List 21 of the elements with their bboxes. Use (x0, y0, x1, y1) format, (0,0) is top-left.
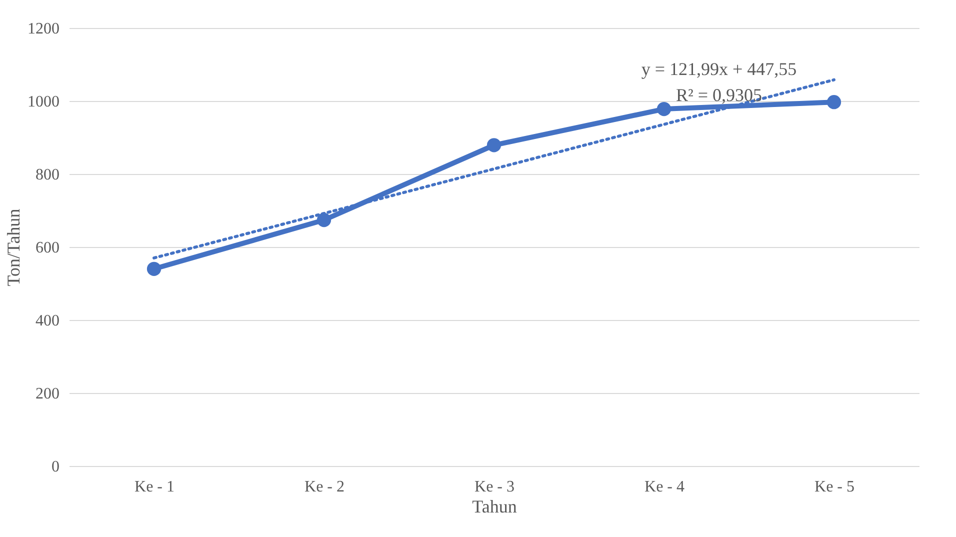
point (316, 212, 332, 228)
point (656, 102, 672, 116)
point (146, 262, 162, 276)
y-tick-label: 1000 (28, 94, 60, 110)
point (826, 95, 842, 110)
x-tick-label: Ke - 1 (134, 478, 174, 496)
x-tick-label: Ke - 2 (304, 478, 344, 496)
y-tick-label: 0 (52, 458, 60, 476)
y-tick-label: 200 (36, 386, 60, 402)
annotation: y = 121,99x + 447,55 (641, 59, 797, 79)
y-tick-label: 1200 (28, 20, 60, 38)
y-tick-label: 800 (36, 166, 60, 184)
point (486, 138, 502, 152)
x-tick-label: Ke - 5 (814, 478, 854, 496)
annotation: R² = 0,9305 (676, 85, 762, 105)
y-tick-label: 400 (36, 312, 60, 330)
x-axis-title: Tahun (472, 496, 517, 516)
x-tick-label: Ke - 3 (474, 478, 514, 496)
y-axis-title: Ton/Tahun (4, 208, 24, 286)
x-tick-label: Ke - 4 (644, 478, 684, 496)
y-tick-label: 600 (36, 240, 60, 256)
